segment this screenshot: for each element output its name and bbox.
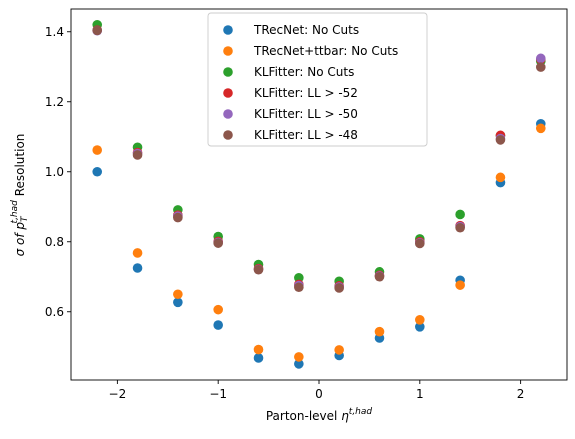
legend-marker [223, 25, 233, 35]
y-tick-label: 1.2 [45, 95, 64, 109]
data-point [294, 352, 304, 362]
legend-entry: KLFitter: LL > -52 [223, 86, 358, 100]
x-tick-label: 2 [517, 387, 525, 401]
y-axis-label: σ of pTt,had Resolution [10, 134, 30, 257]
legend-label: KLFitter: LL > -52 [254, 86, 358, 100]
x-axis-label: Parton-level ηt,had [266, 407, 373, 423]
data-point [92, 145, 103, 155]
data-point [92, 25, 103, 36]
data-point [415, 315, 425, 325]
legend-label: KLFitter: LL > -50 [254, 107, 358, 121]
data-point [213, 304, 223, 315]
data-point [374, 326, 385, 337]
series-2 [92, 123, 546, 362]
legend-entry: KLFitter: LL > -50 [223, 107, 358, 121]
legend-entry: TRecNet: No Cuts [223, 23, 359, 37]
data-point [253, 344, 264, 355]
legend-label: KLFitter: LL > -48 [254, 128, 358, 142]
data-point [455, 280, 465, 290]
x-tick-label: −2 [109, 387, 127, 401]
data-point [535, 53, 546, 64]
legend-label: KLFitter: No Cuts [254, 65, 354, 79]
x-tick-label: −1 [209, 387, 227, 401]
data-point [294, 282, 304, 293]
y-tick-label: 1.0 [45, 165, 64, 179]
data-point [92, 166, 103, 177]
points-layer [92, 19, 546, 369]
x-tick-label: 1 [416, 387, 424, 401]
data-point [294, 273, 304, 283]
data-point [213, 320, 223, 330]
legend-box [207, 12, 428, 147]
data-point [455, 222, 465, 233]
y-tick-label: 1.4 [45, 25, 64, 39]
data-point [294, 359, 304, 369]
y-tick-label: 0.6 [45, 305, 64, 319]
data-point [132, 248, 143, 258]
data-point [334, 345, 344, 355]
data-point [173, 212, 183, 223]
data-point [495, 135, 506, 145]
data-point [415, 322, 425, 332]
data-point [132, 150, 143, 160]
data-point [535, 62, 546, 72]
legend-entry: KLFitter: LL > -48 [223, 128, 358, 142]
legend-label: TRecNet+ttbar: No Cuts [253, 44, 398, 58]
legend-entry: KLFitter: No Cuts [223, 65, 354, 79]
legend-marker [223, 67, 233, 77]
legend-marker [223, 130, 233, 140]
data-point [535, 123, 546, 134]
data-point [173, 289, 183, 300]
legend-label: TRecNet: No Cuts [253, 23, 359, 37]
data-point [415, 238, 425, 249]
data-point [253, 353, 264, 363]
data-point [213, 238, 223, 248]
legend-marker [223, 88, 233, 98]
legend: TRecNet: No Cuts TRecNet+ttbar: No Cuts KL… [207, 12, 428, 147]
legend-marker [223, 46, 233, 56]
series-6 [92, 25, 546, 293]
data-point [132, 263, 143, 273]
data-point [495, 172, 506, 183]
legend-entry: TRecNet+ttbar: No Cuts [223, 44, 398, 58]
x-tick-label: 0 [315, 387, 323, 401]
x-axis-ticks: −2 −1 0 1 2 [109, 380, 525, 401]
data-point [334, 283, 344, 293]
y-tick-label: 0.8 [45, 235, 64, 249]
legend-marker [223, 109, 233, 119]
data-point [455, 209, 465, 220]
data-point [253, 264, 264, 275]
y-axis-ticks: 0.6 0.8 1.0 1.2 1.4 [45, 25, 71, 319]
data-point [374, 271, 385, 282]
data-point [173, 297, 183, 308]
